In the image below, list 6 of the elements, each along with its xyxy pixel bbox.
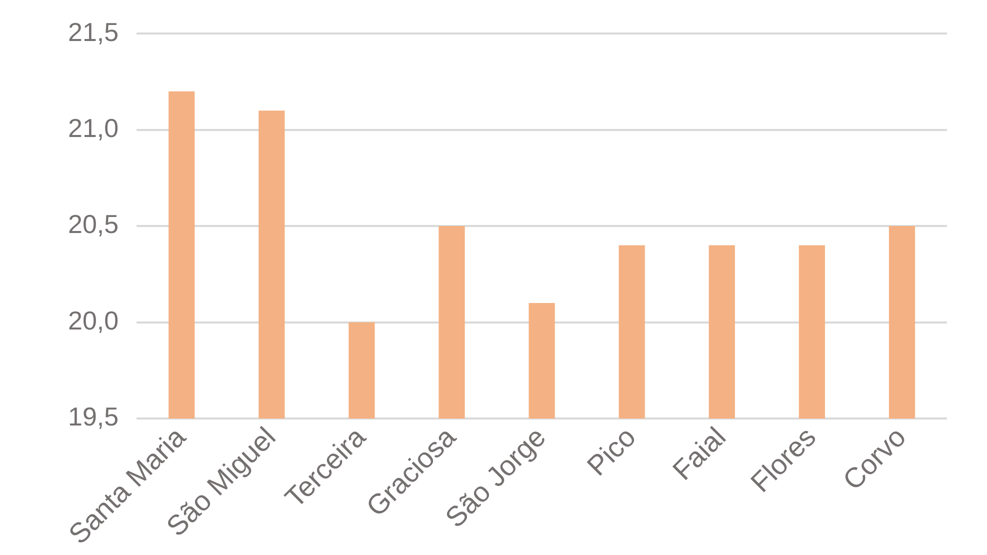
y-tick-label: 21,0: [68, 112, 119, 143]
x-tick-label: Pico: [581, 421, 642, 482]
y-tick-label: 21,5: [68, 16, 119, 47]
y-tick-label: 20,5: [68, 209, 119, 240]
y-tick-label: 19,5: [68, 402, 119, 432]
y-tick-label: 20,0: [68, 305, 119, 336]
